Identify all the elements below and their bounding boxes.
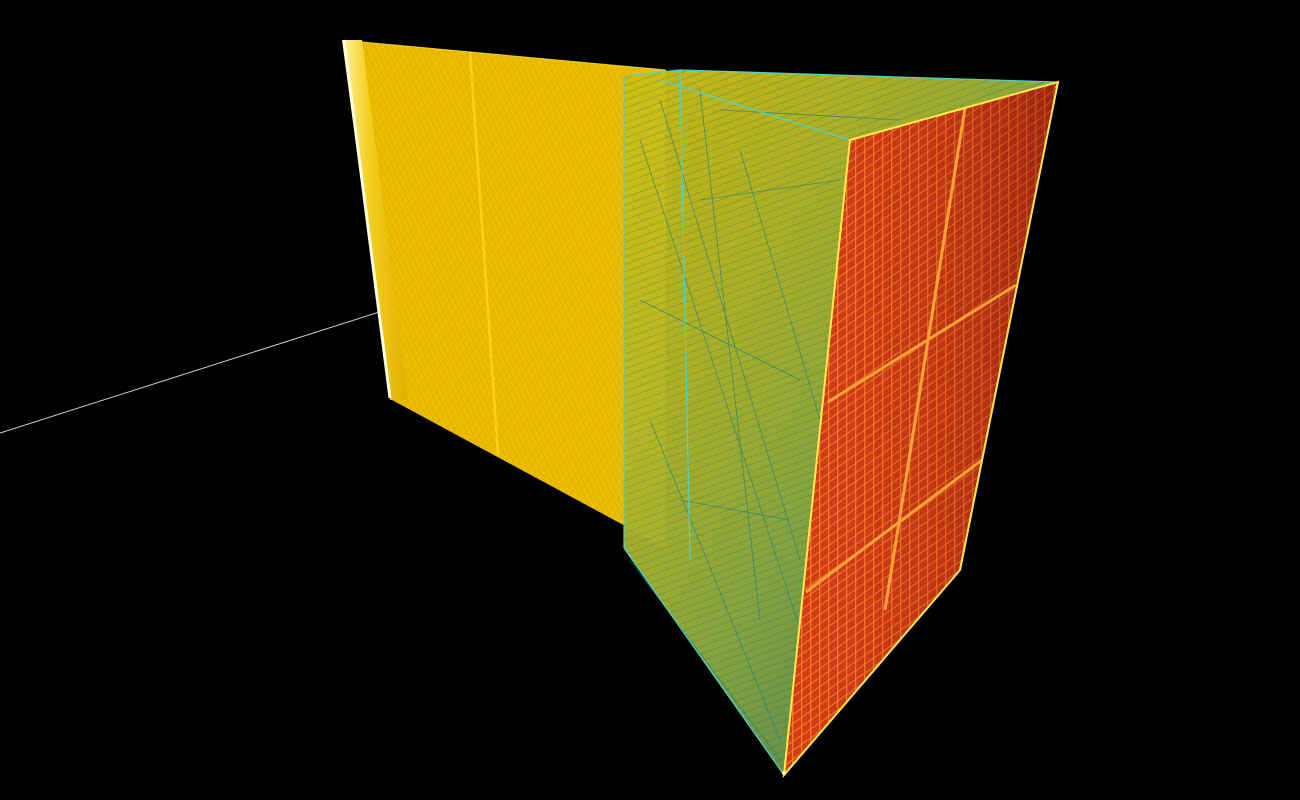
teal-wireframe-volume[interactable] (623, 69, 1057, 776)
yellow-wireframe-volume[interactable] (361, 41, 667, 548)
vertex-highlight (782, 771, 786, 775)
yellow-slab[interactable] (342, 39, 408, 400)
red-detector-face[interactable] (782, 80, 1060, 779)
